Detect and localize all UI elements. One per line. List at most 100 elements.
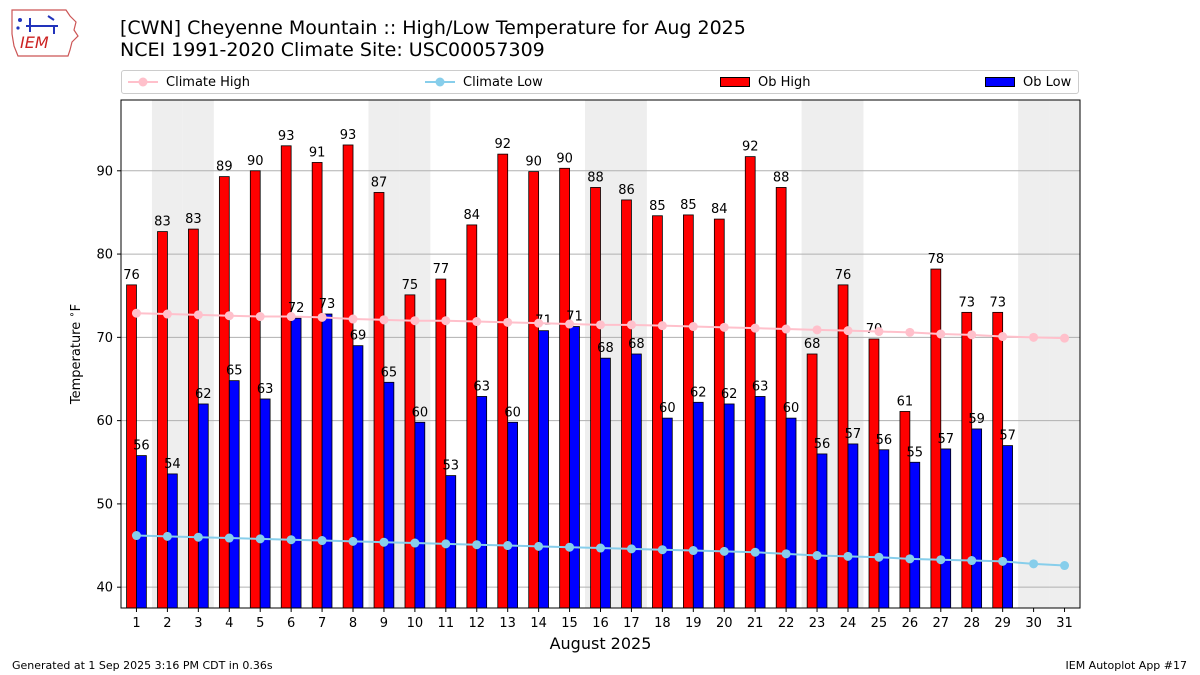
climate-low-point [905,554,915,564]
ob-low-bar [816,453,828,609]
climate-high-point [905,327,915,337]
ob-low-label: 56 [814,437,831,452]
ob-high-label: 92 [742,140,759,155]
x-tick-label: 6 [287,616,295,631]
ob-low-bar [569,326,580,609]
climate-high-point [657,321,667,331]
ob-high-label: 75 [402,278,419,293]
ob-high-label: 78 [928,252,945,267]
ob-high-label: 87 [371,175,388,190]
y-tick-label: 70 [96,331,113,346]
climate-low-point [626,544,636,554]
ob-high-label: 93 [340,128,357,143]
ob-low-bar [321,313,333,609]
ob-high-bar [466,224,478,609]
ob-low-bar [661,417,673,609]
ob-low-bar [940,448,952,609]
ob-low-bar [754,396,766,609]
ob-high-bar [404,294,416,609]
legend-label: Climate Low [463,74,543,90]
x-tick-label: 26 [902,616,919,631]
x-tick-label: 11 [438,616,455,631]
climate-high-point [441,316,451,326]
ob-low-label: 68 [628,337,645,352]
climate-low-point [224,533,234,543]
ob-low-label: 57 [999,429,1016,444]
legend-item-ob-high: Ob High [720,71,811,93]
ob-low-bar [631,353,642,609]
climate-high-point [688,322,698,332]
climate-high-point [719,322,729,332]
ob-low-bar [197,403,209,609]
ob-low-swatch-icon [985,77,1015,87]
ob-low-label: 73 [319,297,336,312]
ob-high-label: 90 [556,151,573,166]
legend-label: Climate High [166,74,251,90]
legend-label: Ob Low [1023,74,1072,90]
weekend-band [1049,100,1080,608]
x-tick-label: 18 [654,616,671,631]
iowa-outline-icon [11,9,79,57]
climate-high-point [1060,333,1070,343]
x-tick-label: 10 [407,616,424,631]
y-tick-label: 50 [96,497,113,512]
x-tick-label: 28 [963,616,980,631]
climate-low-point [131,531,141,541]
x-tick-label: 2 [163,616,171,631]
ob-high-bar [218,176,230,609]
climate-high-point [472,317,482,327]
climate-high-point [1029,332,1039,342]
x-tick-label: 5 [256,616,264,631]
y-tick-label: 40 [96,581,113,596]
ob-low-bar [600,357,611,609]
legend-label: Ob High [758,74,811,90]
x-tick-label: 8 [349,616,357,631]
climate-low-point [193,532,203,542]
ob-low-bar [228,380,240,609]
climate-low-point [317,536,327,546]
climate-high-point [317,312,327,322]
ob-high-swatch-icon [720,77,750,87]
ob-low-bar [538,330,549,609]
climate-low-point [688,546,698,556]
ob-high-label: 76 [835,268,852,283]
x-tick-label: 7 [318,616,326,631]
ob-high-bar [497,153,509,609]
legend-item-climate-high: Climate High [128,71,250,93]
x-tick-label: 16 [592,616,609,631]
ob-low-label: 60 [783,401,800,416]
x-tick-label: 3 [194,616,202,631]
ob-high-bar [899,411,911,609]
climate-low-point [936,555,946,565]
ob-low-label: 63 [473,379,490,394]
x-tick-label: 29 [994,616,1011,631]
ob-high-label: 86 [618,183,635,198]
degree-symbol: ∘ [67,311,78,317]
ob-high-label: 73 [989,295,1006,310]
x-tick-label: 24 [840,616,857,631]
climate-low-point [162,531,172,541]
ob-high-label: 84 [464,208,481,223]
climate-low-line-icon [425,77,455,87]
ob-low-label: 62 [721,387,738,402]
climate-high-point [162,309,172,319]
ob-high-label: 88 [773,170,790,185]
climate-low-point [812,551,822,561]
ob-low-label: 57 [845,427,862,442]
x-tick-label: 20 [716,616,733,631]
climate-low-point [998,556,1008,566]
ob-low-label: 63 [752,379,769,394]
ob-low-bar [909,461,921,609]
ob-high-label: 84 [711,202,728,217]
y-tick-label: 80 [96,248,113,263]
ob-low-bar [878,449,890,609]
climate-high-point [534,318,544,328]
ob-high-label: 85 [680,198,697,213]
ob-low-label: 62 [195,387,212,402]
climate-low-point [441,539,451,549]
ob-low-label: 60 [659,401,676,416]
climate-low-point [565,542,575,552]
ob-low-bar [971,428,983,609]
x-tick-label: 25 [871,616,888,631]
climate-high-point [998,332,1008,342]
